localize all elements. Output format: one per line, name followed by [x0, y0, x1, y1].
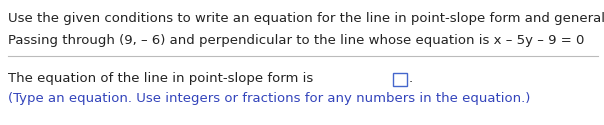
Text: Passing through (9, – 6) and perpendicular to the line whose equation is x – 5y : Passing through (9, – 6) and perpendicul… [8, 34, 585, 47]
Text: (Type an equation. Use integers or fractions for any numbers in the equation.): (Type an equation. Use integers or fract… [8, 92, 530, 105]
Text: .: . [408, 72, 413, 85]
Text: Use the given conditions to write an equation for the line in point-slope form a: Use the given conditions to write an equ… [8, 12, 604, 25]
Text: The equation of the line in point-slope form is: The equation of the line in point-slope … [8, 72, 318, 85]
FancyBboxPatch shape [393, 73, 407, 86]
